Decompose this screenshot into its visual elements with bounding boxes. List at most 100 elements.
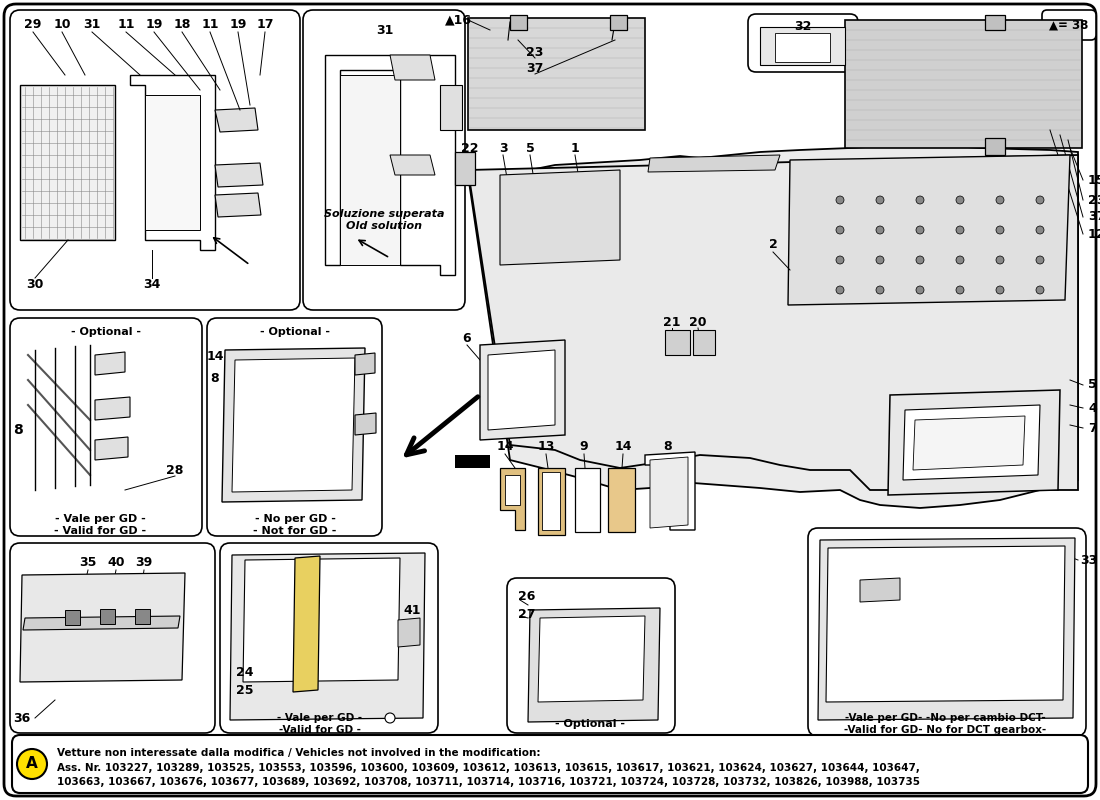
FancyBboxPatch shape <box>10 10 300 310</box>
Polygon shape <box>845 20 1082 148</box>
Polygon shape <box>468 18 645 130</box>
Text: 23: 23 <box>1088 194 1100 206</box>
Circle shape <box>16 749 47 779</box>
Text: ▲= 38: ▲= 38 <box>1049 18 1089 31</box>
Text: 14: 14 <box>614 441 631 454</box>
Text: 25: 25 <box>236 683 254 697</box>
Text: 36: 36 <box>13 711 31 725</box>
Text: - Optional -: - Optional - <box>556 719 625 729</box>
Text: 40: 40 <box>108 557 124 570</box>
Text: 34: 34 <box>143 278 161 291</box>
Polygon shape <box>214 193 261 217</box>
Polygon shape <box>65 610 80 625</box>
FancyBboxPatch shape <box>10 543 214 733</box>
Polygon shape <box>650 457 688 528</box>
FancyBboxPatch shape <box>1042 10 1096 40</box>
Text: 37: 37 <box>526 62 543 74</box>
Text: 31: 31 <box>376 23 394 37</box>
Polygon shape <box>542 472 560 530</box>
Text: -Vale per GD- -No per cambio DCT-
-Valid for GD- No for DCT gearbox-: -Vale per GD- -No per cambio DCT- -Valid… <box>844 714 1046 734</box>
Text: 19: 19 <box>229 18 246 31</box>
Polygon shape <box>468 145 1078 508</box>
Circle shape <box>836 286 844 294</box>
Text: - Optional -: - Optional - <box>260 327 330 337</box>
Polygon shape <box>135 609 150 624</box>
Polygon shape <box>608 468 635 532</box>
Polygon shape <box>984 15 1005 30</box>
Polygon shape <box>505 475 520 505</box>
Text: 31: 31 <box>84 18 101 31</box>
Text: 8: 8 <box>13 423 23 437</box>
Text: 4: 4 <box>1088 402 1097 414</box>
Circle shape <box>996 286 1004 294</box>
Text: 11: 11 <box>118 18 134 31</box>
Text: Soluzione superata
Old solution: Soluzione superata Old solution <box>323 210 444 230</box>
Circle shape <box>876 256 884 264</box>
Text: 5: 5 <box>1088 378 1097 391</box>
Polygon shape <box>610 15 627 30</box>
Circle shape <box>1036 256 1044 264</box>
Polygon shape <box>390 155 435 175</box>
Text: 21: 21 <box>663 315 681 329</box>
Text: 29: 29 <box>24 18 42 31</box>
Polygon shape <box>648 155 780 172</box>
Text: 39: 39 <box>135 557 153 570</box>
Polygon shape <box>455 455 490 468</box>
Polygon shape <box>324 55 455 275</box>
Text: 8: 8 <box>663 441 672 454</box>
Polygon shape <box>776 33 830 62</box>
Circle shape <box>876 286 884 294</box>
Polygon shape <box>510 15 527 30</box>
Text: 24: 24 <box>236 666 254 678</box>
Polygon shape <box>315 50 455 280</box>
Polygon shape <box>903 405 1040 480</box>
Circle shape <box>916 226 924 234</box>
Polygon shape <box>95 352 125 375</box>
Text: 35: 35 <box>79 557 97 570</box>
Polygon shape <box>145 95 200 230</box>
Polygon shape <box>232 358 355 492</box>
Circle shape <box>996 196 1004 204</box>
Text: 13: 13 <box>537 441 554 454</box>
Polygon shape <box>693 330 715 355</box>
Text: - Vale per GD -
- Valid for GD -: - Vale per GD - - Valid for GD - <box>54 514 146 536</box>
Text: 5: 5 <box>526 142 535 154</box>
Circle shape <box>836 196 844 204</box>
Text: 18: 18 <box>174 18 190 31</box>
Text: 23: 23 <box>526 46 543 58</box>
Circle shape <box>996 256 1004 264</box>
Text: 28: 28 <box>166 463 184 477</box>
FancyBboxPatch shape <box>808 528 1086 736</box>
Polygon shape <box>480 340 565 440</box>
Text: 27: 27 <box>518 607 536 621</box>
Polygon shape <box>398 618 420 647</box>
FancyBboxPatch shape <box>748 14 858 72</box>
Polygon shape <box>130 75 214 250</box>
Polygon shape <box>500 170 620 265</box>
Circle shape <box>916 256 924 264</box>
Polygon shape <box>788 155 1070 305</box>
Polygon shape <box>340 75 400 265</box>
FancyBboxPatch shape <box>507 578 675 733</box>
Polygon shape <box>95 397 130 420</box>
Polygon shape <box>100 609 116 624</box>
Text: ▲16: ▲16 <box>444 14 472 26</box>
Polygon shape <box>214 108 258 132</box>
Text: 30: 30 <box>26 278 44 291</box>
Text: 103663, 103667, 103676, 103677, 103689, 103692, 103708, 103711, 103714, 103716, : 103663, 103667, 103676, 103677, 103689, … <box>57 777 920 787</box>
Circle shape <box>956 286 964 294</box>
Text: 26: 26 <box>518 590 536 603</box>
Text: 32: 32 <box>794 21 812 34</box>
Polygon shape <box>888 390 1060 495</box>
Circle shape <box>956 226 964 234</box>
Polygon shape <box>222 348 365 502</box>
Polygon shape <box>95 437 128 460</box>
Text: 14: 14 <box>496 441 514 454</box>
Circle shape <box>876 196 884 204</box>
Polygon shape <box>538 468 565 535</box>
Text: 1: 1 <box>571 142 580 154</box>
Text: 19: 19 <box>145 18 163 31</box>
Polygon shape <box>666 330 690 355</box>
Polygon shape <box>230 553 425 720</box>
Text: 20: 20 <box>690 315 706 329</box>
